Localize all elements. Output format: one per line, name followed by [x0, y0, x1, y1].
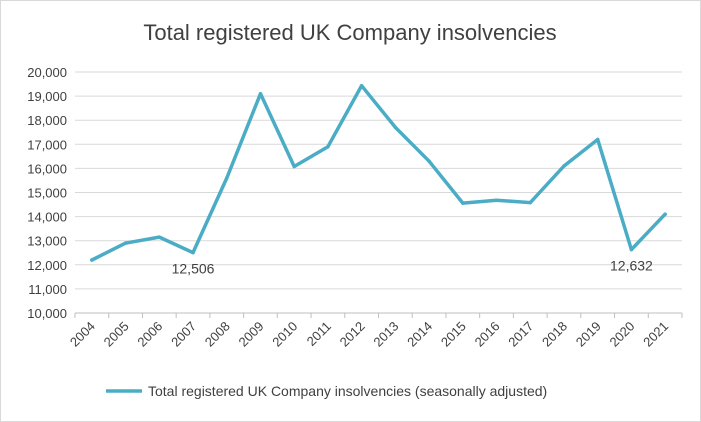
- legend-label: Total registered UK Company insolvencies…: [148, 383, 547, 399]
- data-point: [157, 235, 162, 239]
- y-axis-ticks: 10,000 11,000 12,000 13,000 14,000 15,000 16,0…: [27, 65, 67, 321]
- x-tick-label: 2012: [337, 319, 368, 350]
- x-axis-ticks: 2004 2005 2006 2007 2008 2009 2010 2011 2012 2013…: [67, 313, 683, 350]
- x-tick-label: 2018: [539, 319, 570, 350]
- x-tick-label: 2020: [606, 319, 637, 350]
- data-point: [629, 247, 634, 252]
- data-point: [191, 250, 195, 255]
- x-tick-label: 2006: [134, 319, 165, 350]
- y-tick-label: 20,000: [27, 65, 67, 80]
- x-tick-label: 2010: [269, 319, 300, 350]
- x-tick-label: 2021: [640, 319, 671, 350]
- y-tick-label: 19,000: [27, 89, 67, 104]
- data-point: [427, 159, 431, 163]
- data-point: [461, 201, 465, 205]
- data-label: 12,506: [172, 261, 215, 277]
- x-tick-label: 2017: [505, 319, 536, 350]
- legend: Total registered UK Company insolvencies…: [106, 383, 547, 399]
- y-tick-label: 17,000: [27, 137, 67, 152]
- data-point: [292, 164, 296, 169]
- data-point: [326, 144, 330, 149]
- x-tick-label: 2013: [370, 319, 401, 350]
- data-point: [494, 198, 499, 202]
- x-tick-label: 2008: [202, 319, 233, 350]
- x-tick-label: 2005: [101, 319, 132, 350]
- data-point: [393, 125, 398, 130]
- y-tick-label: 12,000: [27, 258, 67, 273]
- x-tick-label: 2004: [67, 319, 98, 350]
- x-tick-label: 2015: [438, 319, 469, 350]
- data-point: [528, 200, 532, 205]
- data-point: [663, 212, 667, 216]
- y-tick-label: 13,000: [27, 234, 67, 249]
- y-tick-label: 18,000: [27, 113, 67, 128]
- data-point: [258, 91, 263, 96]
- series-layer: [90, 83, 667, 262]
- chart-title: Total registered UK Company insolvencies: [143, 20, 556, 45]
- data-labels: 12,506 12,632: [172, 258, 653, 277]
- series-line: [90, 83, 667, 262]
- x-tick-label: 2007: [168, 319, 199, 350]
- data-point: [595, 137, 600, 142]
- y-tick-label: 14,000: [27, 210, 67, 225]
- data-point: [123, 241, 128, 245]
- x-tick-label: 2009: [236, 319, 267, 350]
- x-tick-label: 2019: [573, 319, 604, 350]
- y-tick-label: 15,000: [27, 186, 67, 201]
- data-label: 12,632: [610, 258, 653, 274]
- y-tick-label: 11,000: [28, 282, 67, 297]
- x-tick-label: 2011: [304, 319, 334, 349]
- data-point: [225, 176, 229, 180]
- y-tick-label: 10,000: [27, 306, 67, 321]
- x-tick-label: 2016: [472, 319, 503, 350]
- data-point: [90, 258, 94, 262]
- y-tick-label: 16,000: [27, 161, 67, 176]
- data-point: [562, 164, 566, 168]
- x-tick-label: 2014: [404, 319, 435, 350]
- data-point: [359, 83, 364, 88]
